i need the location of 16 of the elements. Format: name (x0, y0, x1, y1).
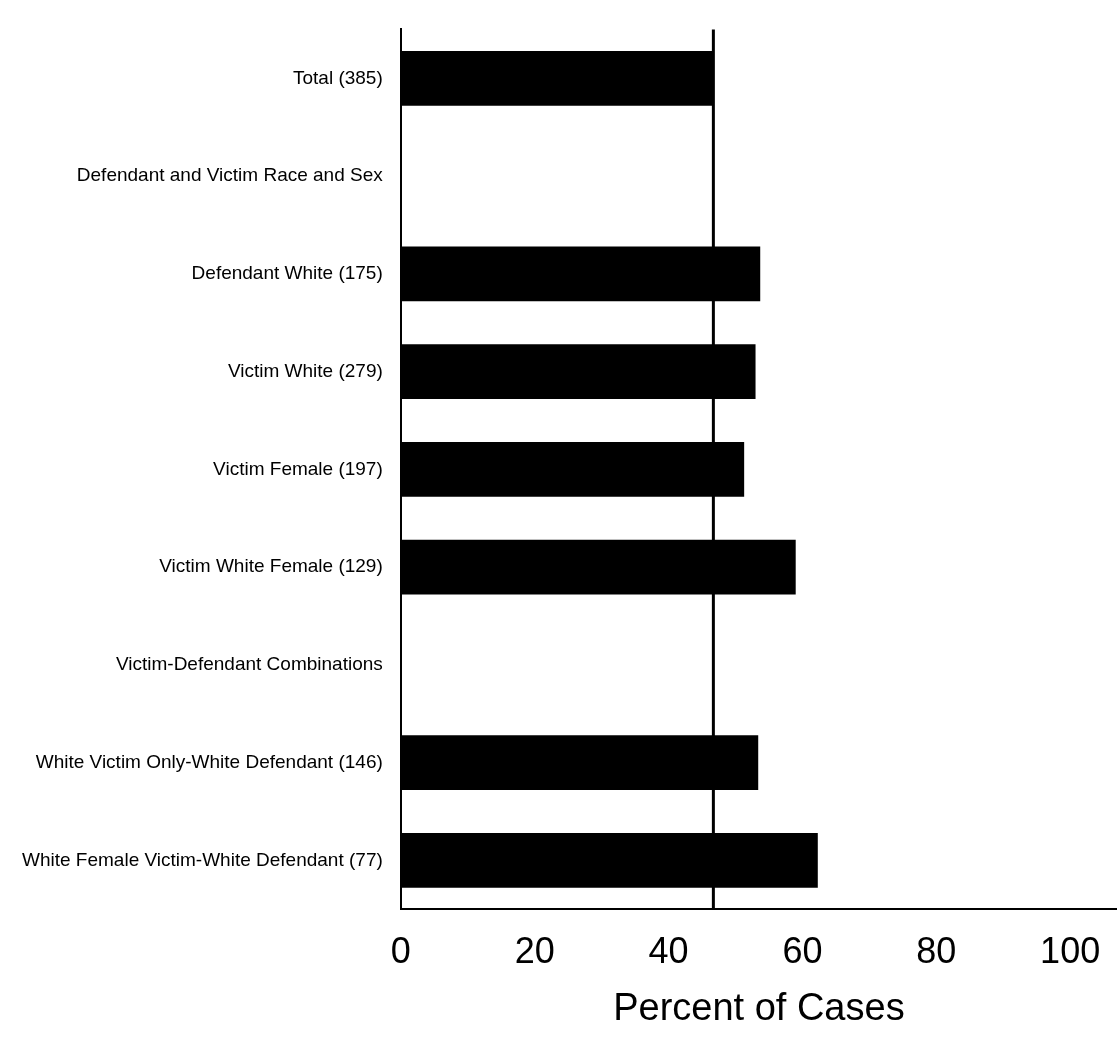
x-tick-label: 60 (782, 929, 823, 971)
y-tick-label: Defendant White (175) (191, 262, 383, 284)
y-tick-label: White Female Victim-White Defendant (77) (22, 848, 383, 870)
x-tick-label: 40 (648, 929, 689, 971)
y-tick-label: Victim Female (197) (213, 457, 383, 479)
y-tick-label: Victim White Female (129) (159, 555, 383, 577)
y-tick-label: White Victim Only-White Defendant (146) (35, 750, 383, 772)
x-tick-label: 20 (514, 929, 555, 971)
y-tick-label: Defendant and Victim Race and Sex (76, 164, 384, 186)
y-tick-label: Victim White (279) (227, 359, 383, 381)
y-tick-label: Victim-Defendant Combinations (115, 653, 383, 675)
x-axis-title: Percent of Cases (613, 985, 905, 1028)
y-tick-label: Total (385) (293, 66, 383, 88)
x-tick-label: 100 (1040, 929, 1101, 971)
x-tick-label: 0 (390, 929, 411, 971)
x-tick-label: 80 (916, 929, 957, 971)
